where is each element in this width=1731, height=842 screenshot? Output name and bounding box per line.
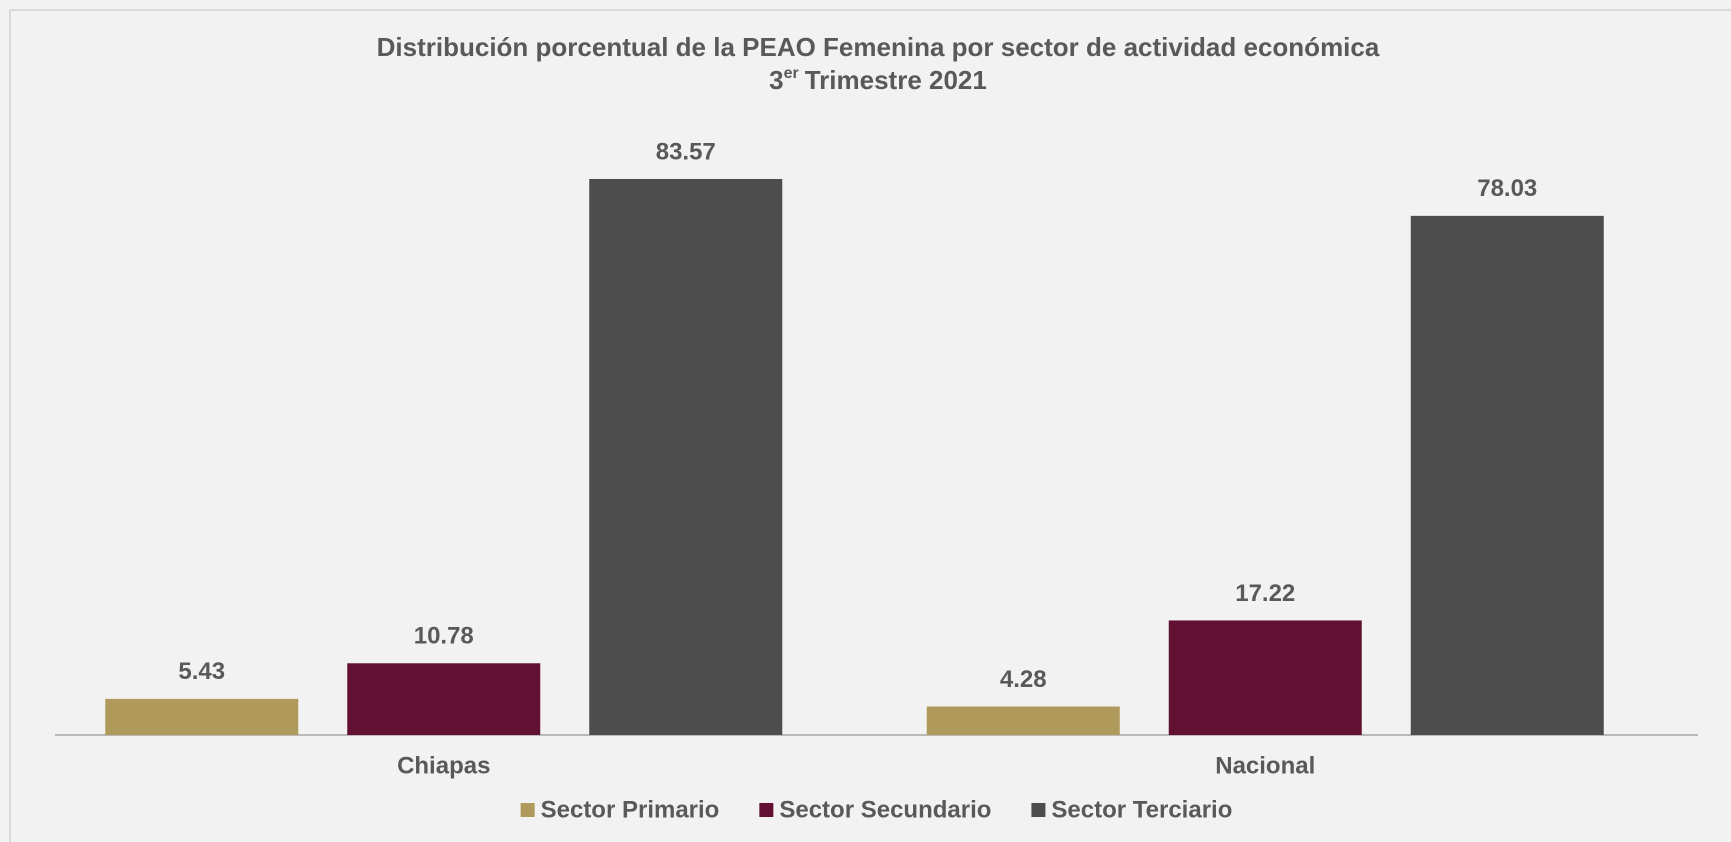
chart-title: Distribución porcentual de la PEAO Femen… xyxy=(377,32,1380,62)
data-label: 83.57 xyxy=(656,138,716,165)
legend-label: Sector Primario xyxy=(541,796,720,823)
x-tick-label: Chiapas xyxy=(397,752,490,779)
bar xyxy=(1410,215,1604,735)
data-label: 17.22 xyxy=(1235,580,1295,607)
bar xyxy=(1168,620,1362,735)
legend-swatch xyxy=(759,803,774,817)
subtitle-rest: Trimestre 2021 xyxy=(805,65,987,95)
subtitle-main: 3 xyxy=(769,65,783,95)
legend-label: Sector Secundario xyxy=(779,796,991,823)
chart-subtitle: 3er Trimestre 2021 xyxy=(769,65,987,95)
data-label: 10.78 xyxy=(414,623,474,650)
bar xyxy=(589,179,783,735)
bar xyxy=(347,663,541,735)
data-label: 5.43 xyxy=(178,658,225,685)
chart-border xyxy=(9,9,1731,842)
bar xyxy=(926,706,1120,735)
x-tick-label: Nacional xyxy=(1215,752,1315,779)
legend-label: Sector Terciario xyxy=(1051,796,1232,823)
data-label: 78.03 xyxy=(1477,175,1537,202)
subtitle-superscript: er xyxy=(784,65,799,82)
legend-swatch xyxy=(1031,803,1046,817)
legend-swatch xyxy=(520,803,535,817)
data-label: 4.28 xyxy=(1000,666,1047,693)
bar xyxy=(105,698,299,735)
